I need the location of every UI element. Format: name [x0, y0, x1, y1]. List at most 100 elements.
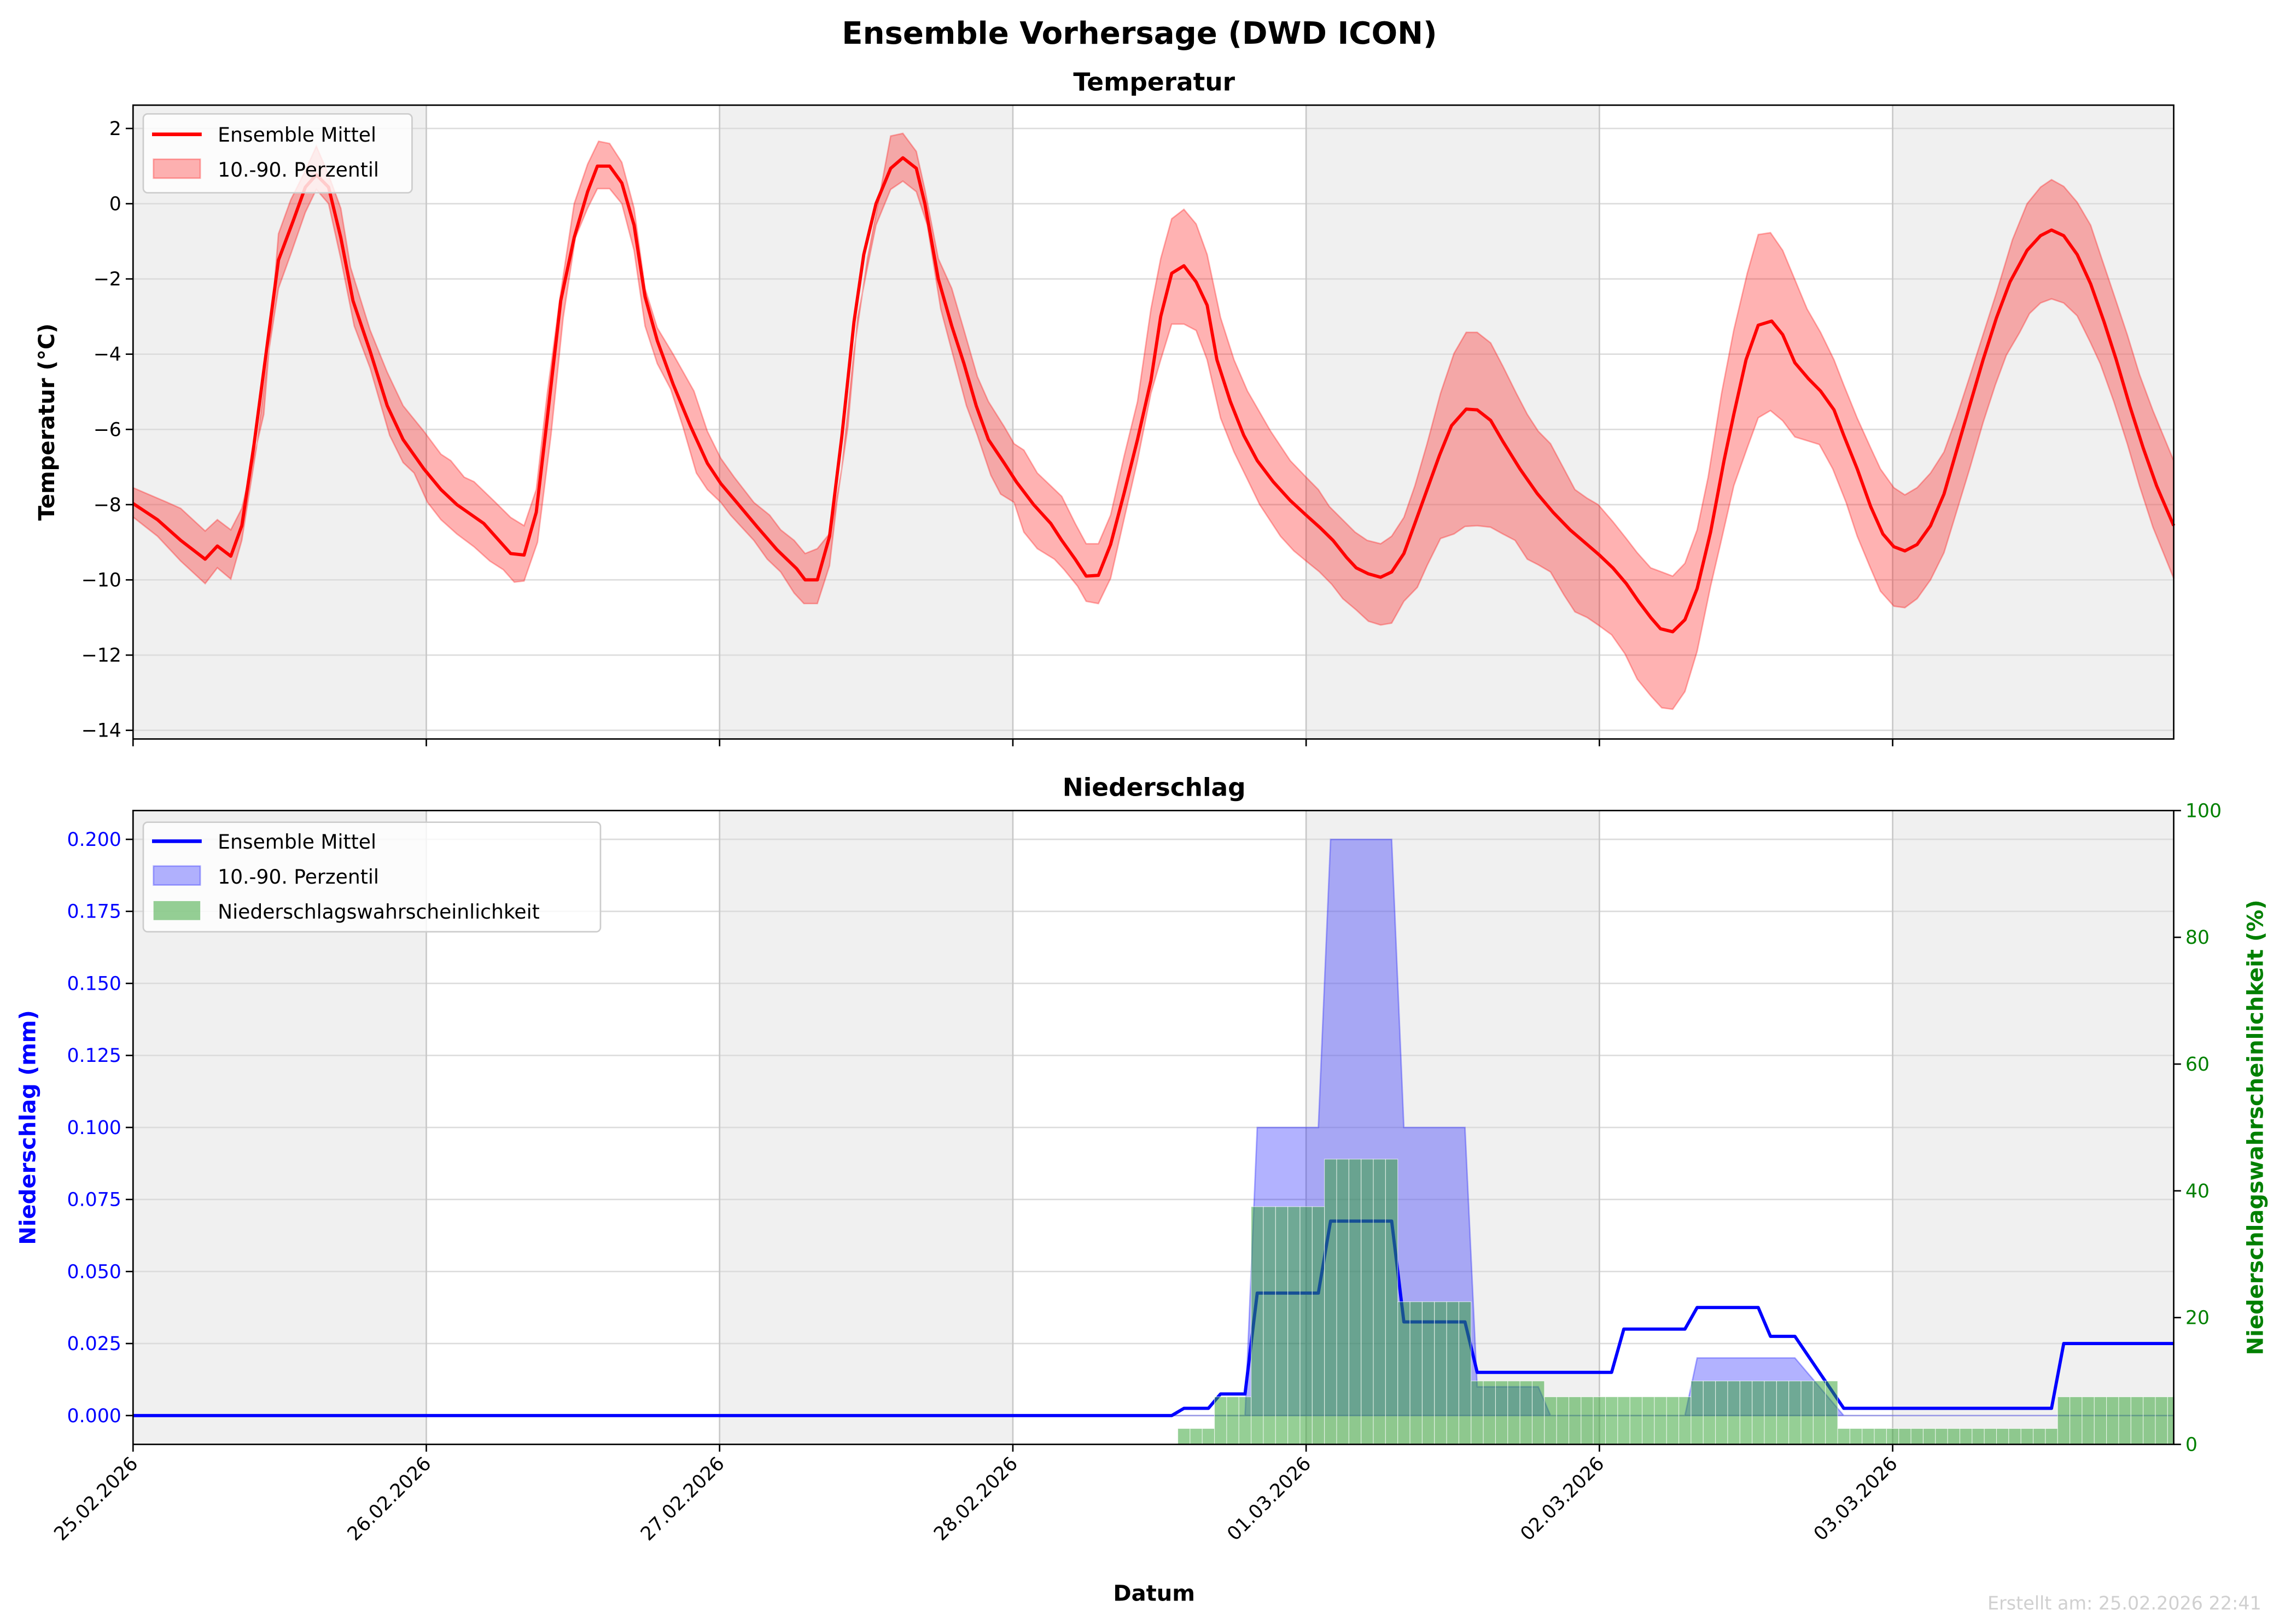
x-tick-label: 26.02.2026 — [343, 1453, 436, 1545]
probability-bar — [1519, 1381, 1533, 1445]
y-tick-label: −6 — [94, 419, 121, 441]
probability-bar — [1886, 1428, 1899, 1445]
precipitation-y-label: Niederschlag (mm) — [15, 1010, 40, 1245]
probability-bar — [1654, 1397, 1667, 1445]
probability-bar — [2167, 1397, 2175, 1445]
probability-bar — [1800, 1381, 1814, 1445]
right-y-tick-label: 40 — [2185, 1181, 2210, 1202]
probability-bar — [1678, 1397, 1692, 1445]
y-tick-label: −14 — [81, 720, 121, 742]
y-tick-label: 0.050 — [67, 1261, 121, 1283]
left-y-axis-ticks: 0.000 0.025 0.050 0.075 0.100 0.125 0.150 0.175… — [67, 829, 133, 1427]
legend-band-swatch — [153, 158, 201, 179]
probability-bar — [1409, 1301, 1423, 1445]
figure-title: Ensemble Vorhersage (DWD ICON) — [842, 16, 1437, 51]
temperature-legend: Ensemble Mittel 10.-90. Perzentil — [142, 113, 413, 194]
probability-bar — [2032, 1428, 2046, 1445]
probability-bar — [1898, 1428, 1911, 1445]
probability-bar — [1178, 1428, 1191, 1445]
probability-bar — [1776, 1381, 1790, 1445]
probability-bar — [1764, 1381, 1777, 1445]
y-tick-label: 0 — [109, 194, 121, 215]
probability-bar — [1336, 1159, 1349, 1445]
right-y-tick-label: 80 — [2185, 927, 2210, 949]
legend-band-swatch — [153, 865, 201, 886]
legend-mean-label: Ensemble Mittel — [218, 831, 376, 854]
probability-bar — [2118, 1397, 2131, 1445]
probability-bar — [1275, 1206, 1289, 1445]
precipitation-subtitle: Niederschlag — [1063, 773, 1246, 802]
temperature-mean-line — [132, 156, 2176, 634]
probability-bar — [2045, 1428, 2058, 1445]
probability-bar — [1837, 1428, 1850, 1445]
x-axis-ticks: 25.02.2026 26.02.2026 27.02.2026 28.02.2026… — [50, 1444, 1902, 1545]
probability-bar — [1238, 1397, 1252, 1445]
temperature-y-label: Temperatur (°C) — [34, 323, 60, 521]
axes-frame — [132, 104, 2175, 740]
probability-bar — [1972, 1428, 1985, 1445]
x-tick-label: 01.03.2026 — [1223, 1453, 1315, 1545]
probability-bar — [1214, 1397, 1227, 1445]
probability-bar — [1544, 1397, 1557, 1445]
y-tick-label: 0.025 — [67, 1333, 121, 1355]
probability-bar — [1812, 1381, 1826, 1445]
probability-bar — [1874, 1428, 1887, 1445]
probability-bar — [1825, 1381, 1838, 1445]
probability-bar — [1263, 1206, 1276, 1445]
probability-bar — [1556, 1397, 1570, 1445]
probability-bar — [1629, 1397, 1643, 1445]
probability-bar — [1996, 1428, 2009, 1445]
y-tick-label: 2 — [109, 118, 121, 140]
probability-bar — [1324, 1159, 1337, 1445]
legend-band-label: 10.-90. Perzentil — [218, 159, 379, 182]
y-tick-label: 0.150 — [67, 973, 121, 995]
probability-bar — [1458, 1301, 1472, 1445]
right-y-tick-label: 100 — [2185, 800, 2222, 822]
probability-bar — [1397, 1301, 1410, 1445]
x-tick-label: 02.03.2026 — [1517, 1453, 1609, 1545]
precipitation-panel: 0.000 0.025 0.050 0.075 0.100 0.125 0.150 0.175… — [15, 773, 2268, 1607]
probability-bar — [1959, 1428, 1973, 1445]
created-timestamp: Erstellt am: 25.02.2026 22:41 — [1987, 1592, 2261, 1614]
y-tick-label: −12 — [81, 645, 121, 667]
probability-bar — [1421, 1301, 1435, 1445]
x-tick-label: 28.02.2026 — [930, 1453, 1022, 1545]
temperature-series — [132, 132, 2176, 710]
y-axis-ticks: −14 −12 −10 −8 −6 −4 −2 0 2 — [81, 118, 133, 742]
precipitation-legend: Ensemble Mittel 10.-90. Perzentil Nieder… — [142, 821, 602, 933]
probability-bar — [2082, 1397, 2095, 1445]
y-tick-label: 0.125 — [67, 1045, 121, 1067]
probability-bar — [1727, 1381, 1740, 1445]
probability-y-label: Niederschlagswahrscheinlichkeit (%) — [2243, 899, 2268, 1355]
probability-bar — [1947, 1428, 1961, 1445]
probability-bar — [1691, 1381, 1704, 1445]
legend-probability-swatch — [153, 901, 201, 920]
probability-bar — [1373, 1159, 1386, 1445]
probability-bar — [1752, 1381, 1765, 1445]
x-axis-ticks — [132, 739, 1893, 746]
probability-bar — [1361, 1159, 1374, 1445]
right-y-tick-label: 60 — [2185, 1054, 2210, 1076]
x-tick-label: 25.02.2026 — [50, 1453, 142, 1545]
probability-bar — [1531, 1381, 1545, 1445]
y-tick-label: −4 — [94, 344, 121, 366]
probability-bar — [2057, 1397, 2071, 1445]
day-band — [719, 105, 1013, 739]
probability-bar — [2155, 1397, 2168, 1445]
probability-bar — [2008, 1428, 2021, 1445]
probability-bar — [1617, 1397, 1630, 1445]
probability-bar — [1202, 1428, 1215, 1445]
y-tick-label: −8 — [94, 494, 121, 516]
day-shading — [133, 105, 2174, 739]
probability-bar — [1568, 1397, 1582, 1445]
y-tick-label: 0.000 — [67, 1405, 121, 1427]
y-tick-label: 0.200 — [67, 829, 121, 851]
x-tick-label: 27.02.2026 — [637, 1453, 729, 1545]
probability-bar — [1287, 1206, 1301, 1445]
y-tick-label: 0.100 — [67, 1117, 121, 1139]
probability-bar — [1348, 1159, 1362, 1445]
probability-bar — [2106, 1397, 2119, 1445]
legend-mean-label: Ensemble Mittel — [218, 124, 376, 147]
precipitation-mean-line — [133, 1219, 2174, 1417]
probability-bar — [1715, 1381, 1728, 1445]
